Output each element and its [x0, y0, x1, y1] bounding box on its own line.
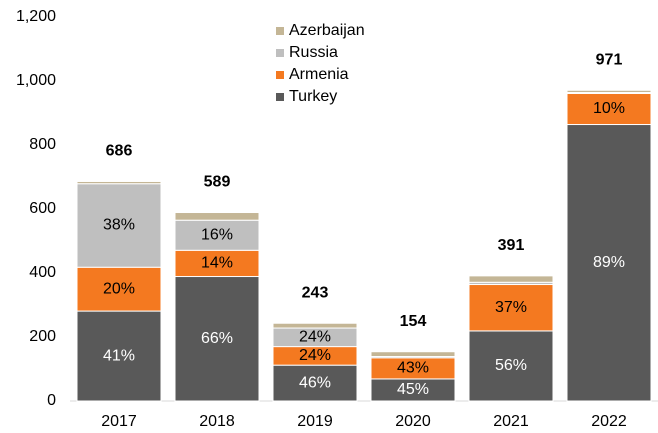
legend-swatch — [276, 93, 284, 101]
legend-swatch — [276, 49, 284, 57]
x-tick-label: 2021 — [493, 413, 529, 430]
x-tick-label: 2020 — [395, 413, 431, 430]
bar-segment — [566, 92, 652, 126]
segment-label: 16% — [201, 226, 233, 243]
legend-swatch — [276, 71, 284, 79]
bar-segment — [174, 212, 260, 221]
x-tick-label: 2022 — [591, 413, 627, 430]
segment-label: 24% — [299, 329, 331, 346]
total-label: 243 — [302, 284, 329, 301]
y-tick-label: 0 — [47, 392, 56, 409]
bar-segment — [468, 284, 554, 332]
total-label: 391 — [498, 237, 525, 254]
segment-label: 89% — [593, 254, 625, 271]
bar-segment — [76, 180, 162, 185]
segment-label: 14% — [201, 255, 233, 272]
legend-swatch — [276, 27, 284, 35]
bar-segment — [174, 249, 260, 278]
y-tick-label: 400 — [29, 264, 56, 281]
segment-label: 43% — [397, 360, 429, 377]
legend-label: Turkey — [289, 88, 337, 105]
y-tick-label: 600 — [29, 200, 56, 217]
segment-label: 46% — [299, 374, 331, 391]
segment-label: 10% — [593, 100, 625, 117]
total-label: 154 — [400, 313, 427, 330]
segment-label: 20% — [103, 280, 135, 297]
bar-segment — [76, 310, 162, 402]
segment-label: 66% — [201, 330, 233, 347]
segment-label: 45% — [397, 381, 429, 398]
bar-segment — [76, 266, 162, 312]
bar-segment — [370, 351, 456, 358]
bar-segment — [272, 364, 358, 402]
segment-label: 41% — [103, 347, 135, 364]
legend-label: Azerbaijan — [289, 22, 365, 39]
bar-segment — [468, 275, 554, 283]
legend-label: Russia — [289, 44, 338, 61]
bar-segment — [566, 89, 652, 94]
x-tick-label: 2018 — [199, 413, 235, 430]
bar-segment — [468, 330, 554, 402]
total-label: 589 — [204, 174, 231, 191]
segment-label: 56% — [495, 357, 527, 374]
bar-segment — [174, 276, 260, 402]
segment-label: 24% — [299, 347, 331, 364]
y-tick-label: 800 — [29, 136, 56, 153]
total-label: 971 — [596, 51, 623, 68]
bar-segment — [272, 322, 358, 329]
segment-label: 38% — [103, 217, 135, 234]
bar-segment — [174, 219, 260, 251]
y-tick-label: 1,000 — [16, 72, 56, 89]
segment-label: 37% — [495, 299, 527, 316]
x-tick-label: 2019 — [297, 413, 333, 430]
y-tick-label: 1,200 — [16, 8, 56, 25]
total-label: 686 — [106, 143, 133, 160]
x-tick-label: 2017 — [101, 413, 137, 430]
legend-label: Armenia — [289, 66, 349, 83]
y-tick-label: 200 — [29, 328, 56, 345]
bar-segment — [566, 124, 652, 402]
